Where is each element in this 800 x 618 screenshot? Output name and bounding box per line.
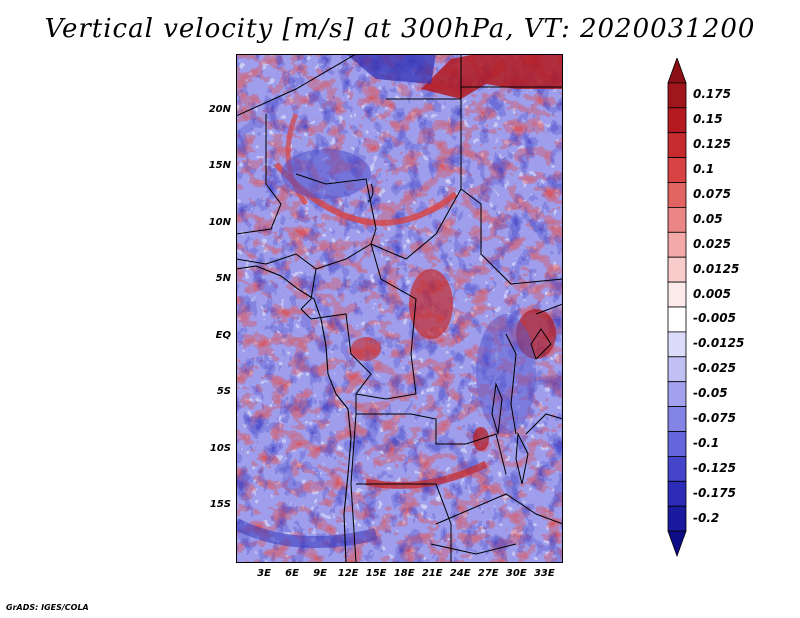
lat-tick-label: 20N [208, 103, 231, 115]
colorbar-swatch [667, 381, 687, 408]
colorbar-level-label: -0.125 [693, 460, 736, 475]
lon-tick-label: 30E [505, 568, 527, 579]
map-canvas [236, 54, 563, 563]
vertical-velocity-map [236, 54, 563, 563]
lon-tick-label: 15E [365, 568, 387, 579]
colorbar-swatch [667, 157, 687, 183]
lon-tick-label: 24E [449, 568, 471, 579]
lakes [367, 183, 552, 485]
colorbar-top-arrow [667, 58, 687, 84]
lat-tick-label: EQ [215, 329, 231, 341]
colorbar-level-label: -0.05 [693, 386, 728, 401]
colorbar-swatch [667, 306, 687, 333]
lon-tick-label: 27E [477, 568, 499, 579]
lat-tick-label: 5N [215, 273, 231, 285]
colorbar-swatch [667, 182, 687, 208]
colorbar-swatch [667, 256, 687, 283]
lat-tick-label: 10N [208, 216, 231, 228]
colorbar [667, 58, 687, 558]
colorbar-level-label: -0.075 [693, 411, 736, 426]
colorbar-swatch [667, 505, 687, 532]
plot-title: Vertical velocity [m/s] at 300hPa, VT: 2… [44, 14, 756, 44]
country-borders [236, 54, 563, 563]
colorbar-swatch [667, 231, 687, 258]
colorbar-swatch [667, 455, 687, 482]
colorbar-swatch [667, 206, 687, 233]
colorbar-level-label: 0.025 [693, 236, 731, 251]
lat-tick-label: 5S [216, 386, 231, 398]
colorbar-swatch [667, 431, 687, 457]
colorbar-level-label: -0.005 [693, 311, 736, 326]
coastline [236, 265, 352, 563]
colorbar-bottom-arrow [667, 530, 687, 558]
lon-tick-label: 12E [337, 568, 359, 579]
lon-tick-label: 3E [257, 568, 271, 579]
colorbar-level-label: -0.1 [693, 435, 720, 450]
lon-tick-label: 9E [313, 568, 327, 579]
grads-credit: GrADS: IGES/COLA [6, 603, 89, 612]
lon-tick-label: 21E [421, 568, 443, 579]
colorbar-level-label: 0.0125 [693, 261, 740, 276]
lon-tick-label: 33E [533, 568, 555, 579]
colorbar-swatch [667, 331, 687, 358]
colorbar-swatch [667, 132, 687, 158]
colorbar-swatch [667, 82, 687, 109]
colorbar-level-label: -0.025 [693, 361, 736, 376]
colorbar-level-label: 0.125 [693, 137, 731, 152]
colorbar-level-label: -0.175 [693, 485, 736, 500]
colorbar-level-label: 0.075 [693, 186, 731, 201]
colorbar-level-label: 0.05 [693, 211, 723, 226]
colorbar-level-label: 0.005 [693, 286, 731, 301]
colorbar-swatch [667, 406, 687, 432]
lat-tick-label: 10S [209, 442, 231, 454]
colorbar-swatch [667, 281, 687, 308]
colorbar-swatch [667, 107, 687, 134]
colorbar-level-label: 0.175 [693, 87, 731, 102]
colorbar-level-label: -0.0125 [693, 336, 745, 351]
colorbar-level-label: 0.15 [693, 112, 723, 127]
lat-tick-label: 15N [208, 160, 231, 172]
strong-descent-features [236, 54, 536, 548]
lat-tick-label: 15S [209, 499, 231, 511]
lon-tick-label: 18E [393, 568, 415, 579]
colorbar-level-label: -0.2 [693, 510, 720, 525]
colorbar-swatch [667, 480, 687, 507]
colorbar-level-label: 0.1 [693, 162, 715, 177]
lon-tick-label: 6E [285, 568, 299, 579]
colorbar-swatch [667, 356, 687, 383]
